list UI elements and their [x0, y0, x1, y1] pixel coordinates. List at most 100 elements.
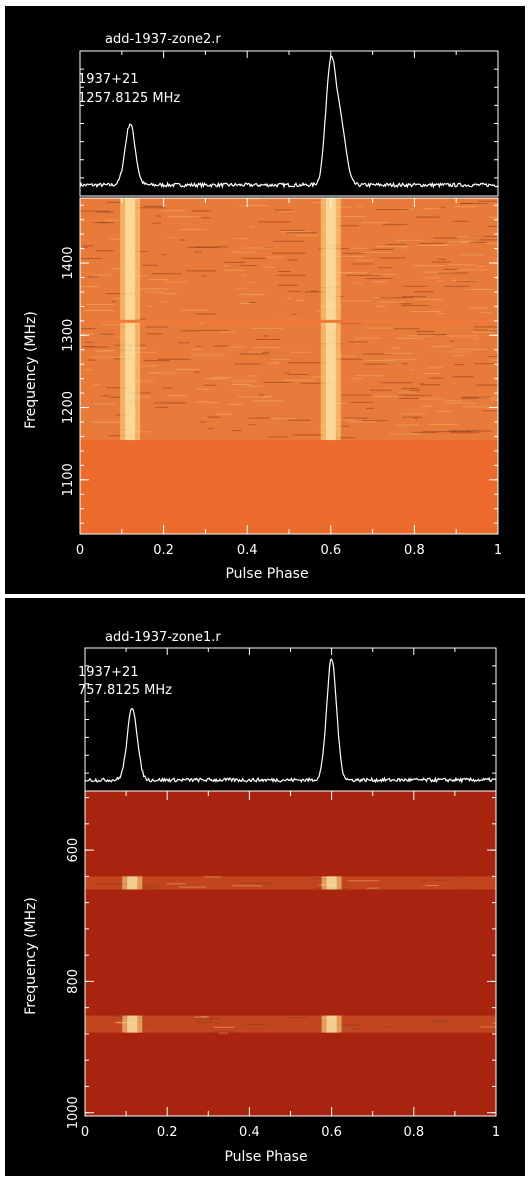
- noise-streak: [347, 880, 380, 882]
- x-axis-label: Pulse Phase: [225, 566, 308, 582]
- noise-streak: [335, 358, 363, 360]
- noise-streak: [460, 397, 488, 399]
- noise-streak: [474, 363, 498, 365]
- noise-streak: [382, 1026, 390, 1028]
- noise-streak: [459, 202, 472, 204]
- x-tick-label: 0.4: [239, 1125, 260, 1140]
- profile-frame: [79, 50, 499, 197]
- noise-streak: [280, 231, 311, 233]
- chart-title: add-1937-zone2.r: [105, 32, 221, 47]
- noise-streak: [179, 239, 186, 241]
- noise-streak: [92, 274, 112, 276]
- noise-streak: [98, 222, 109, 224]
- noise-streak: [403, 285, 428, 287]
- noise-streak: [287, 259, 298, 261]
- noise-streak: [481, 410, 498, 412]
- noise-streak: [371, 281, 388, 283]
- noise-streak: [238, 293, 266, 295]
- noise-streak: [415, 331, 435, 333]
- noise-streak: [402, 416, 423, 418]
- noise-streak: [413, 291, 435, 293]
- noise-streak: [113, 297, 127, 299]
- noise-streak: [399, 303, 412, 305]
- noise-streak: [286, 232, 317, 234]
- noise-streak: [492, 1022, 496, 1024]
- noise-streak: [95, 883, 126, 885]
- noise-streak: [244, 247, 274, 249]
- noise-streak: [213, 1026, 235, 1028]
- noise-streak: [153, 402, 187, 404]
- noise-streak: [94, 333, 115, 335]
- noise-streak: [144, 291, 164, 293]
- noise-streak: [143, 360, 170, 362]
- noise-streak: [266, 362, 281, 364]
- noise-streak: [357, 206, 364, 208]
- noise-streak: [456, 280, 477, 282]
- noise-streak: [420, 405, 434, 407]
- noise-streak: [94, 350, 112, 352]
- noise-streak: [167, 237, 175, 239]
- noise-streak: [425, 884, 439, 886]
- noise-streak: [167, 216, 199, 218]
- y-tick-label: 800: [66, 969, 81, 994]
- noise-streak: [433, 237, 458, 239]
- noise-streak: [479, 239, 498, 241]
- noise-streak: [472, 331, 494, 333]
- noise-streak: [362, 420, 388, 422]
- noise-streak: [414, 299, 444, 301]
- noise-streak: [292, 313, 297, 315]
- noise-streak: [398, 391, 415, 393]
- noise-streak: [428, 423, 459, 425]
- noise-streak: [437, 280, 442, 282]
- noise-streak: [400, 247, 407, 249]
- y-tick-label: 1400: [61, 246, 76, 279]
- noise-streak: [90, 421, 120, 423]
- noise-streak: [350, 401, 374, 403]
- noise-streak: [375, 246, 410, 248]
- noise-streak: [201, 275, 206, 277]
- noise-streak: [151, 222, 162, 224]
- noise-streak: [248, 351, 267, 353]
- noise-streak: [437, 366, 444, 368]
- noise-streak: [274, 361, 279, 363]
- noise-streak: [110, 268, 126, 270]
- noise-streak: [487, 328, 498, 330]
- noise-streak: [346, 274, 381, 276]
- noise-streak: [93, 384, 102, 386]
- noise-streak: [478, 397, 498, 399]
- noise-streak: [379, 297, 413, 299]
- noise-streak: [238, 205, 270, 207]
- noise-streak: [207, 416, 221, 418]
- noise-streak: [335, 215, 366, 217]
- noise-streak: [428, 367, 439, 369]
- noise-streak: [420, 384, 441, 386]
- noise-streak: [440, 206, 446, 208]
- noise-streak: [351, 378, 364, 380]
- noise-streak: [193, 251, 203, 253]
- noise-streak: [198, 329, 229, 331]
- y-tick-label: 1000: [66, 1096, 81, 1129]
- noise-streak: [237, 396, 268, 398]
- noise-streak: [157, 358, 191, 360]
- noise-streak: [160, 301, 168, 303]
- noise-streak: [251, 347, 282, 349]
- noise-streak: [443, 402, 476, 404]
- noise-streak: [204, 378, 229, 380]
- noise-streak: [224, 269, 244, 271]
- noise-streak: [335, 425, 350, 427]
- noise-streak: [80, 258, 103, 260]
- noise-streak: [437, 258, 447, 260]
- noise-streak: [247, 375, 258, 377]
- noise-streak: [448, 240, 475, 242]
- noise-streak: [389, 433, 422, 435]
- noise-streak: [461, 396, 491, 398]
- noise-streak: [278, 210, 295, 212]
- noise-streak: [185, 270, 217, 272]
- pulse-stripe-core: [326, 876, 337, 890]
- noise-streak: [86, 303, 114, 305]
- noise-streak: [451, 431, 471, 433]
- noise-streak: [190, 348, 203, 350]
- noise-streak: [218, 1032, 228, 1034]
- noise-streak: [456, 269, 490, 271]
- noise-streak: [162, 293, 178, 295]
